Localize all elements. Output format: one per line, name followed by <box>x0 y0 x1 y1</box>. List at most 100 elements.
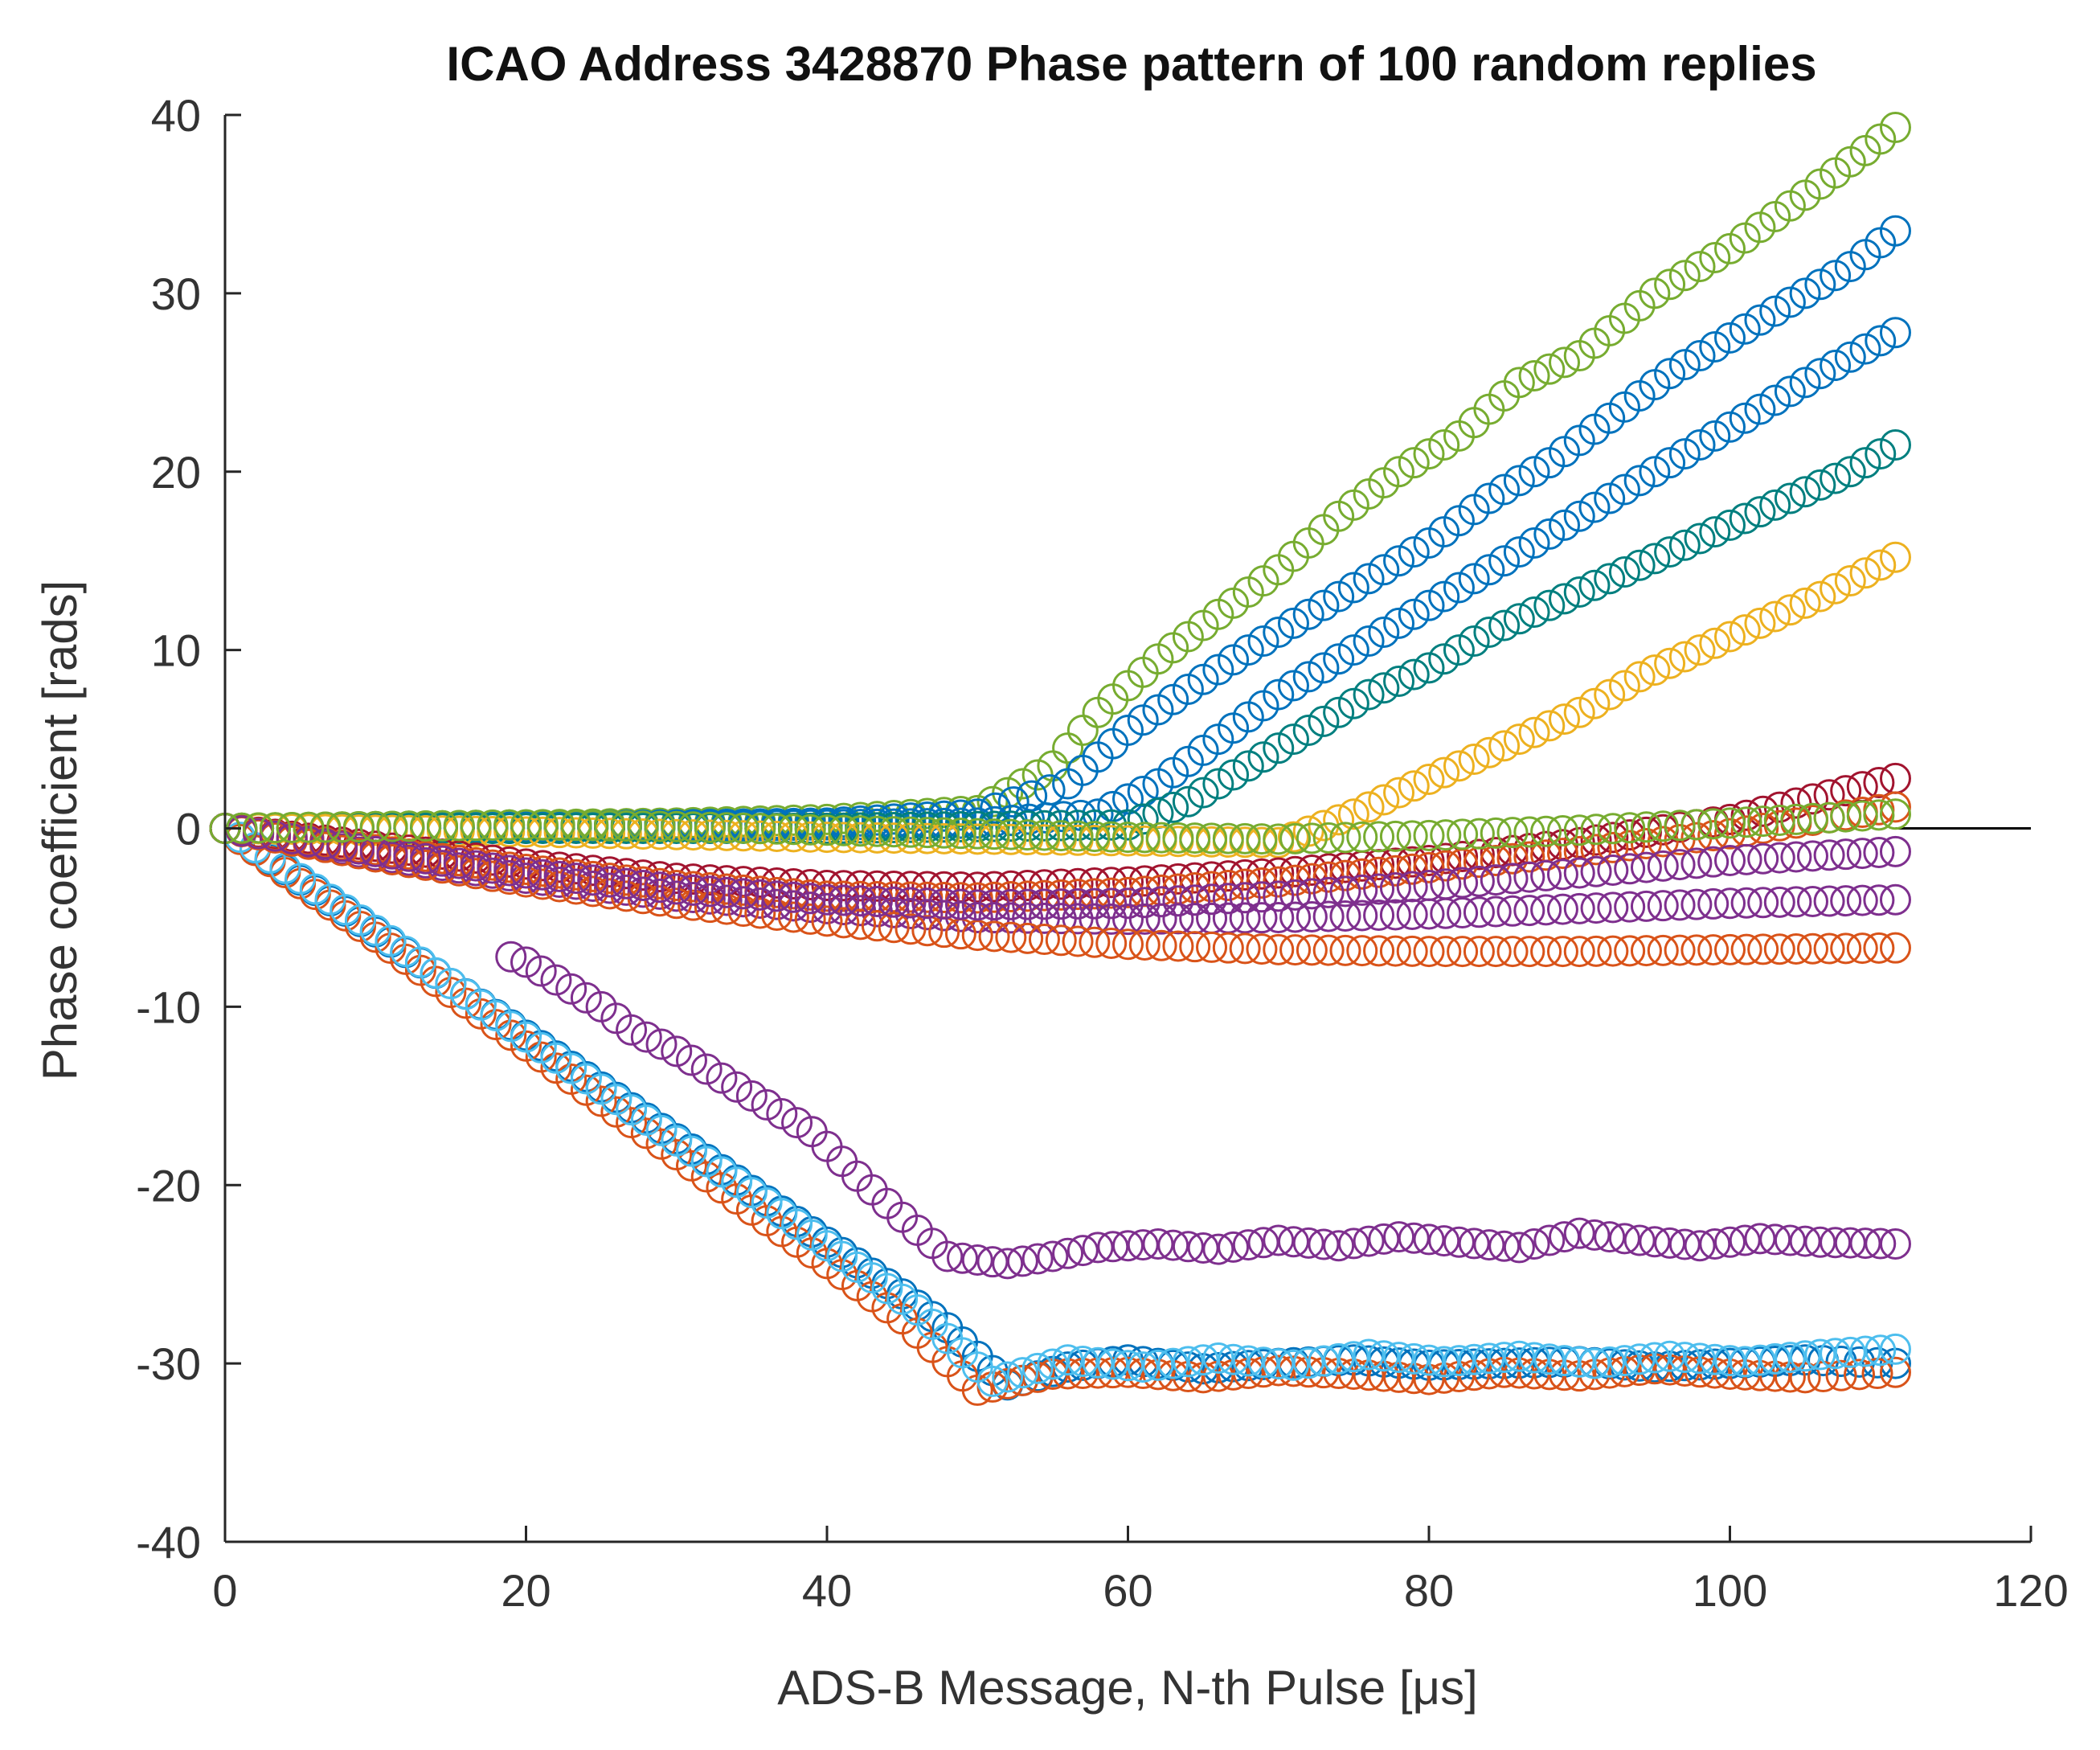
data-point <box>1413 438 1445 470</box>
data-point <box>1428 756 1460 789</box>
data-point <box>1463 865 1495 897</box>
data-point <box>1580 892 1612 924</box>
data-point <box>1353 563 1385 595</box>
data-point <box>761 820 793 852</box>
data-point <box>1413 1223 1445 1256</box>
data-point <box>1368 616 1400 648</box>
data-point <box>1830 838 1862 871</box>
data-point <box>393 846 425 879</box>
data-point <box>1246 933 1278 965</box>
y-tick-label: 20 <box>151 447 201 498</box>
data-point <box>961 798 993 830</box>
data-point <box>1759 384 1791 416</box>
x-axis-label: ADS-B Message, N-th Pulse [μs] <box>777 1661 1478 1715</box>
data-point <box>761 899 793 931</box>
data-point <box>1398 536 1430 568</box>
data-point <box>1145 822 1177 854</box>
data-point <box>1714 509 1746 541</box>
data-point <box>1654 647 1686 679</box>
data-point <box>510 857 542 889</box>
data-point <box>1308 652 1340 684</box>
data-point <box>1447 818 1479 850</box>
data-point <box>1804 580 1836 613</box>
data-point <box>570 982 602 1014</box>
data-point <box>1172 1346 1204 1378</box>
data-point <box>1503 1340 1535 1372</box>
data-point <box>1608 670 1640 702</box>
data-point <box>1292 714 1324 746</box>
data-point <box>1747 805 1779 838</box>
data-point <box>1052 1344 1084 1376</box>
data-point <box>1368 1360 1400 1392</box>
data-point <box>1079 878 1111 910</box>
data-point <box>894 871 927 903</box>
data-point <box>1428 643 1460 675</box>
data-point <box>1398 770 1430 802</box>
data-point <box>1212 932 1244 964</box>
data-point <box>1006 1357 1038 1389</box>
data-point <box>992 1361 1024 1393</box>
series-5 <box>209 215 1911 844</box>
data-point <box>828 907 860 939</box>
data-point <box>1112 876 1144 908</box>
data-point <box>393 810 425 842</box>
data-point <box>1488 473 1521 506</box>
data-point <box>1095 867 1128 899</box>
data-point <box>794 814 826 846</box>
data-point <box>1533 518 1566 550</box>
data-point <box>1363 899 1395 931</box>
data-point <box>1820 462 1852 494</box>
data-point <box>661 818 693 850</box>
data-point <box>359 810 391 842</box>
data-point <box>1028 819 1060 851</box>
data-point <box>1246 902 1278 934</box>
data-point <box>781 1107 813 1139</box>
data-point <box>1066 1235 1099 1267</box>
data-point <box>443 847 475 879</box>
data-point <box>861 885 893 917</box>
data-point <box>1413 898 1445 930</box>
data-point <box>1157 1229 1189 1261</box>
data-point <box>543 860 575 892</box>
data-point <box>610 867 642 900</box>
data-point <box>1312 900 1345 932</box>
data-point <box>1263 901 1295 933</box>
data-point <box>1580 935 1612 967</box>
data-point <box>928 882 960 914</box>
data-point <box>1513 895 1545 927</box>
data-point <box>861 910 893 942</box>
data-point <box>1879 1333 1911 1365</box>
data-point <box>1157 791 1189 823</box>
data-point <box>1796 840 1828 872</box>
data-point <box>961 818 993 850</box>
data-point <box>1763 886 1795 918</box>
data-point <box>1463 818 1495 850</box>
data-point <box>735 1080 768 1112</box>
data-point <box>1813 932 1845 965</box>
data-point <box>1714 933 1746 965</box>
data-point <box>1834 456 1866 488</box>
x-tick-label: 80 <box>1404 1565 1454 1616</box>
data-point <box>1563 1217 1595 1249</box>
data-point <box>510 809 542 841</box>
data-point <box>1597 935 1629 967</box>
data-point <box>1337 687 1369 719</box>
data-point <box>1379 871 1411 904</box>
data-point <box>777 881 809 913</box>
y-tick-label: 30 <box>151 268 201 319</box>
data-point <box>1518 1342 1550 1374</box>
data-point <box>1546 859 1578 891</box>
data-point <box>243 812 275 844</box>
data-point <box>1323 1342 1355 1375</box>
data-point <box>1563 857 1595 889</box>
data-point <box>694 819 726 851</box>
data-point <box>1533 710 1566 742</box>
data-point <box>577 864 609 896</box>
data-point <box>1774 286 1806 318</box>
data-point <box>1229 932 1261 965</box>
data-point <box>1580 855 1612 887</box>
data-point <box>1820 1338 1852 1370</box>
data-point <box>1082 1346 1114 1379</box>
data-point <box>526 809 559 841</box>
data-point <box>1830 801 1862 833</box>
